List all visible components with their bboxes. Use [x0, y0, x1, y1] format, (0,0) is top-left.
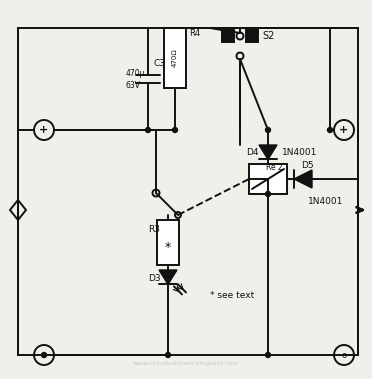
Bar	[246, 30, 258, 42]
Bar	[222, 30, 234, 42]
Text: 470Ω: 470Ω	[172, 49, 178, 67]
Circle shape	[145, 127, 151, 133]
Text: * see text: * see text	[210, 290, 254, 299]
Text: R4: R4	[189, 28, 200, 38]
Text: 1N4001: 1N4001	[282, 148, 317, 157]
Text: www.circuitsstream.blogspot.com: www.circuitsstream.blogspot.com	[133, 360, 239, 365]
Circle shape	[266, 191, 270, 196]
Text: 470μ: 470μ	[126, 69, 145, 78]
Text: +: +	[39, 125, 49, 135]
Bar	[164, 28, 186, 88]
Bar	[249, 164, 287, 194]
Polygon shape	[159, 270, 177, 284]
Text: D3: D3	[148, 274, 161, 283]
Text: S2: S2	[262, 31, 275, 41]
Text: D4: D4	[246, 148, 259, 157]
Text: C3: C3	[153, 60, 165, 69]
Text: D5: D5	[301, 160, 314, 169]
Circle shape	[266, 352, 270, 357]
Text: 1N4001: 1N4001	[308, 196, 343, 205]
Text: R3: R3	[148, 226, 160, 235]
Text: +: +	[339, 125, 349, 135]
Circle shape	[327, 127, 333, 133]
Circle shape	[173, 127, 177, 133]
Text: *: *	[165, 241, 171, 255]
Polygon shape	[259, 145, 277, 160]
Text: 63V: 63V	[126, 80, 141, 89]
Circle shape	[166, 352, 170, 357]
Polygon shape	[294, 170, 312, 188]
Circle shape	[42, 352, 46, 357]
Text: Re 2: Re 2	[266, 163, 283, 172]
Bar	[157, 220, 179, 265]
Text: o: o	[341, 351, 347, 360]
Text: o: o	[41, 351, 46, 360]
Circle shape	[266, 127, 270, 133]
